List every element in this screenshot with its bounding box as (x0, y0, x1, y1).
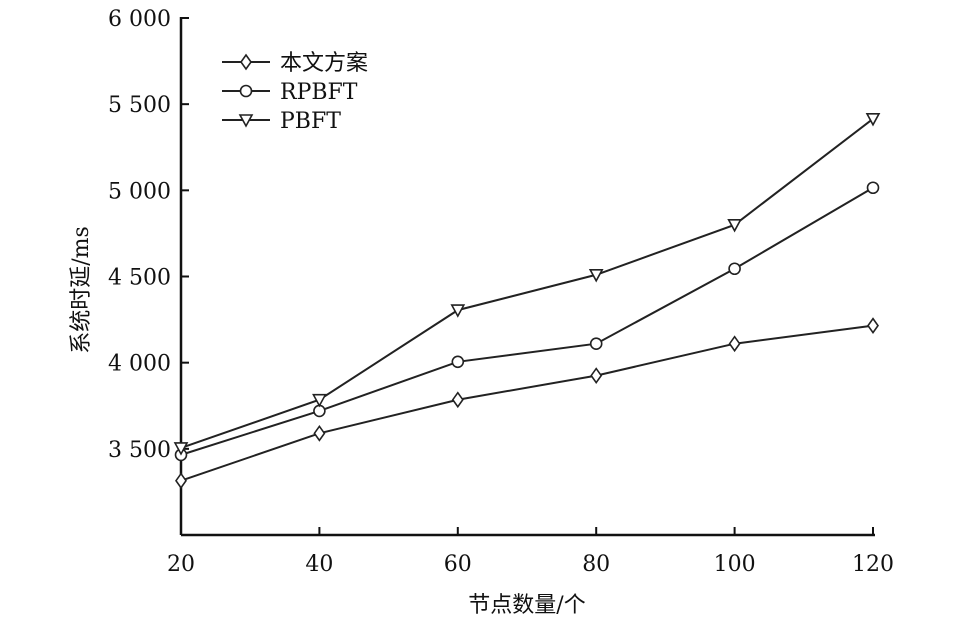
y-tick-label: 3 500 (108, 438, 171, 463)
y-tick-label: 6 000 (108, 7, 171, 32)
legend-label: PBFT (280, 109, 341, 134)
series-group (173, 113, 881, 490)
circle-marker (589, 337, 603, 351)
series-line (180, 118, 874, 449)
y-axis-label: 系统时延/ms (69, 226, 94, 354)
x-tick-label: 120 (852, 552, 894, 577)
series-line (180, 186, 874, 456)
legend-item: PBFT (222, 109, 341, 134)
y-tick-label: 5 000 (108, 179, 171, 204)
legend-item: 本文方案 (222, 51, 368, 76)
triangle-marker (312, 393, 327, 408)
series-2 (174, 181, 880, 462)
diamond-marker (728, 335, 741, 353)
legend: 本文方案 RPBFT PBFT (222, 51, 368, 134)
legend-label: 本文方案 (280, 51, 368, 76)
y-tick-label: 5 500 (108, 93, 171, 118)
legend-label: RPBFT (280, 80, 358, 105)
y-tick-label: 4 000 (108, 352, 171, 377)
x-tick-label: 100 (714, 552, 756, 577)
circle-marker (451, 355, 465, 369)
triangle-marker (727, 219, 742, 233)
triangle-marker (865, 113, 881, 127)
x-tick-label: 20 (167, 552, 195, 577)
diamond-marker (451, 391, 464, 409)
series-3 (173, 113, 881, 456)
series-line (180, 324, 874, 482)
triangle-marker (238, 114, 254, 128)
x-tick-label: 80 (582, 552, 610, 577)
diamond-marker (590, 367, 603, 384)
diamond-marker (240, 53, 252, 71)
circle-marker (866, 181, 880, 195)
axes: 3 500 4 000 4 500 5 000 5 500 6 000 20 40 60 80 10… (108, 7, 894, 577)
triangle-marker (588, 268, 604, 283)
circle-marker (728, 262, 741, 276)
circle-marker (239, 84, 253, 98)
y-tick-label: 4 500 (108, 266, 171, 291)
diamond-marker (175, 472, 187, 490)
diamond-marker (867, 317, 879, 334)
triangle-marker (173, 442, 189, 456)
diamond-marker (313, 424, 326, 442)
legend-item: RPBFT (222, 80, 358, 105)
triangle-marker (450, 304, 466, 318)
x-tick-label: 60 (444, 552, 472, 577)
x-axis-label: 节点数量/个 (468, 593, 585, 618)
x-tick-label: 40 (305, 552, 333, 577)
series-1 (175, 317, 879, 490)
